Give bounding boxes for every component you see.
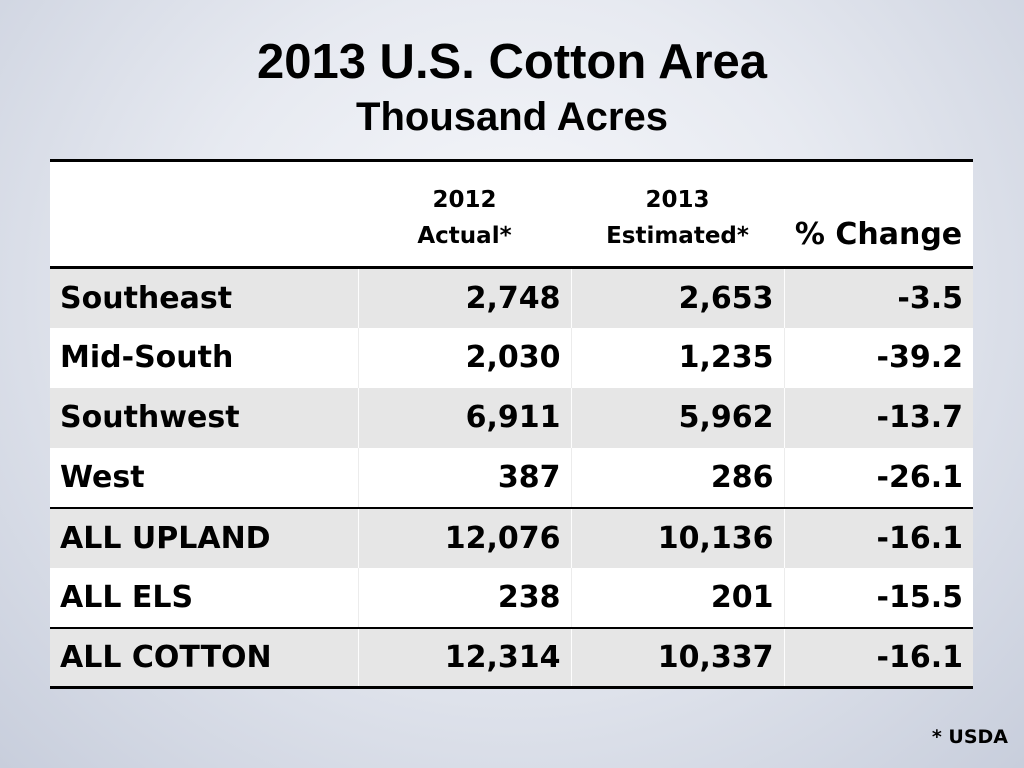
page-title: 2013 U.S. Cotton Area (256, 35, 768, 89)
row-2012-actual: 6,911 (357, 387, 571, 448)
row-2012-actual: 387 (357, 447, 571, 508)
header-2013-label: Estimated* (606, 223, 749, 249)
cotton-area-table: 2012 Actual* 2013 Estimated* % Change So… (50, 159, 973, 689)
row-2013-estimated: 2,653 (570, 267, 784, 328)
row-region: ALL ELS (60, 579, 194, 615)
row-2012-actual: 12,314 (357, 627, 571, 688)
table-row: Southeast 2,748 2,653 -3.5 (50, 267, 973, 328)
row-region: Mid-South (60, 340, 234, 375)
row-2013-estimated: 5,962 (570, 387, 784, 448)
row-percent-change: -3.5 (783, 267, 973, 328)
row-2012-actual: 238 (357, 567, 571, 628)
header-2013-year: 2013 (645, 187, 710, 213)
row-2012-actual: 12,076 (357, 507, 571, 568)
header-2012-label: Actual* (417, 223, 512, 249)
row-percent-change: -26.1 (783, 447, 973, 508)
table-row: Mid-South 2,030 1,235 -39.2 (50, 327, 973, 388)
row-percent-change: -39.2 (783, 327, 973, 388)
row-percent-change: -16.1 (783, 627, 973, 688)
row-region: West (60, 459, 145, 495)
row-percent-change: -15.5 (783, 567, 973, 628)
row-2012-actual: 2,748 (357, 267, 571, 328)
header-2012-year: 2012 (432, 187, 497, 213)
table-row: Southwest 6,911 5,962 -13.7 (50, 387, 973, 448)
row-region: ALL UPLAND (60, 520, 271, 556)
source-footnote: * USDA (931, 726, 1008, 748)
row-2013-estimated: 286 (570, 447, 784, 508)
table-body: Southeast 2,748 2,653 -3.5 Mid-South 2,0… (50, 267, 973, 688)
table-row: West 387 286 -26.1 (50, 447, 973, 508)
cotton-area-table-container: 2012 Actual* 2013 Estimated* % Change So… (50, 159, 973, 689)
row-region: ALL COTTON (60, 639, 272, 675)
row-region: Southeast (60, 280, 233, 316)
row-2013-estimated: 10,136 (570, 507, 784, 568)
row-region: Southwest (60, 400, 240, 435)
row-percent-change: -16.1 (783, 507, 973, 568)
row-2013-estimated: 10,337 (570, 627, 784, 688)
row-2012-actual: 2,030 (357, 327, 571, 388)
row-2013-estimated: 1,235 (570, 327, 784, 388)
table-row-total-upland: ALL UPLAND 12,076 10,136 -16.1 (50, 507, 973, 568)
header-percent-change: % Change (794, 217, 963, 252)
row-percent-change: -13.7 (783, 387, 973, 448)
header-2012-actual: 2012 Actual* (358, 161, 571, 268)
header-2013-estimated: 2013 Estimated* (571, 161, 784, 268)
page-subtitle: Thousand Acres (356, 95, 668, 139)
header-region (50, 161, 358, 268)
table-row-total-cotton: ALL COTTON 12,314 10,337 -16.1 (50, 627, 973, 688)
header-row: 2012 Actual* 2013 Estimated* % Change (50, 160, 973, 268)
table-header: 2012 Actual* 2013 Estimated* % Change (50, 160, 973, 268)
table-row-total-els: ALL ELS 238 201 -15.5 (50, 567, 973, 628)
row-2013-estimated: 201 (570, 567, 784, 628)
